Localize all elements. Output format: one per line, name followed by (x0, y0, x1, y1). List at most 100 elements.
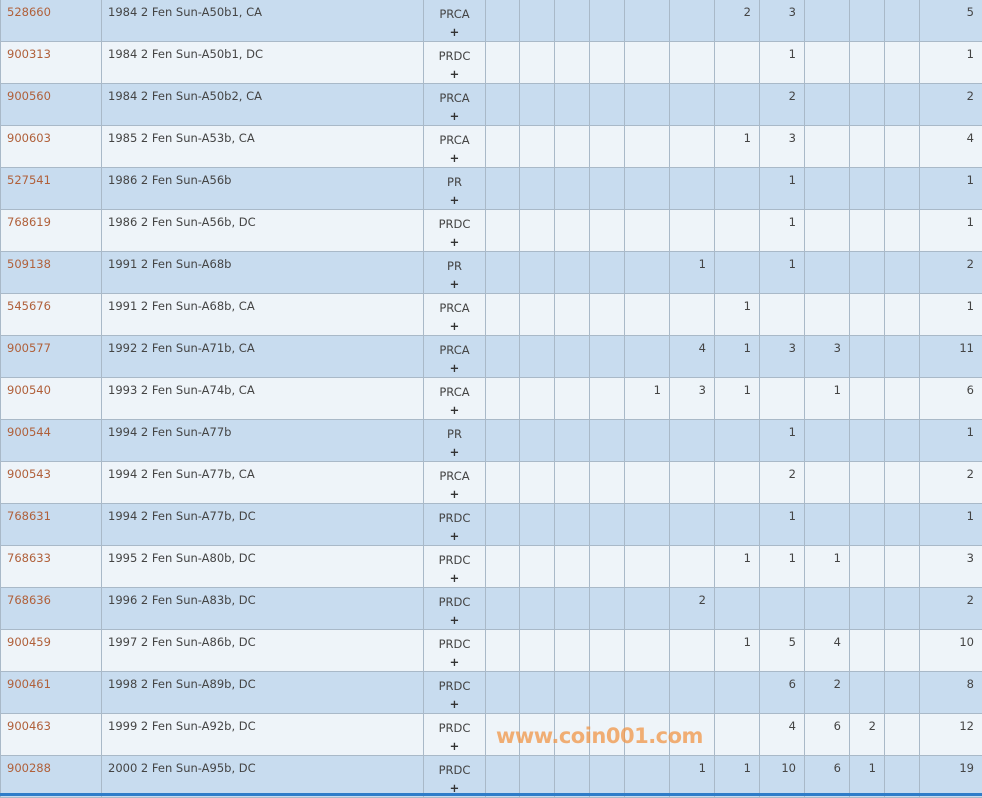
cert-id-link[interactable]: 509138 (7, 257, 51, 271)
grade-count-cell (520, 84, 555, 126)
expand-plus-button[interactable]: + (424, 401, 485, 419)
total-cell: 10 (920, 630, 982, 672)
grade-count-cell (670, 84, 715, 126)
expand-plus-button[interactable]: + (424, 485, 485, 503)
expand-plus-button[interactable]: + (424, 695, 485, 713)
expand-plus-button[interactable]: + (424, 359, 485, 377)
grade-count-cell: 5 (760, 630, 805, 672)
description-cell: 2000 2 Fen Sun-A95b, DC (102, 756, 424, 798)
grade-count-cell: 6 (805, 756, 850, 798)
cert-id-link[interactable]: 900540 (7, 383, 51, 397)
expand-plus-button[interactable]: + (424, 653, 485, 671)
designation-cell: PR+ (424, 420, 486, 462)
total-cell: 2 (920, 252, 982, 294)
grade-count-cell (850, 294, 885, 336)
cert-id-link[interactable]: 900459 (7, 635, 51, 649)
grade-count-cell (850, 252, 885, 294)
cert-id-link[interactable]: 528660 (7, 5, 51, 19)
cert-id-cell: 900459 (1, 630, 102, 672)
grade-count-cell (850, 168, 885, 210)
grade-count-cell (885, 756, 920, 798)
grade-count-cell (625, 336, 670, 378)
expand-plus-button[interactable]: + (424, 275, 485, 293)
grade-count-cell (590, 336, 625, 378)
cert-id-link[interactable]: 545676 (7, 299, 51, 313)
cert-id-link[interactable]: 900560 (7, 89, 51, 103)
grade-count-cell (850, 126, 885, 168)
cert-id-link[interactable]: 900603 (7, 131, 51, 145)
cert-id-link[interactable]: 768636 (7, 593, 51, 607)
expand-plus-button[interactable]: + (424, 569, 485, 587)
expand-plus-button[interactable]: + (424, 233, 485, 251)
grade-count-cell (715, 504, 760, 546)
expand-plus-button[interactable]: + (424, 611, 485, 629)
grade-count-cell (885, 336, 920, 378)
cert-id-link[interactable]: 768631 (7, 509, 51, 523)
cert-id-link[interactable]: 900288 (7, 761, 51, 775)
cert-id-link[interactable]: 900544 (7, 425, 51, 439)
expand-plus-button[interactable]: + (424, 65, 485, 83)
grade-count-cell (850, 420, 885, 462)
expand-plus-button[interactable]: + (424, 23, 485, 41)
cert-id-link[interactable]: 900461 (7, 677, 51, 691)
designation-cell: PRCA+ (424, 336, 486, 378)
grade-count-cell: 1 (760, 252, 805, 294)
total-cell: 1 (920, 504, 982, 546)
grade-count-cell: 2 (850, 714, 885, 756)
grade-count-cell (486, 546, 520, 588)
grade-count-cell (625, 0, 670, 42)
cert-id-link[interactable]: 768619 (7, 215, 51, 229)
grade-count-cell (850, 672, 885, 714)
designation: PRCA (424, 467, 485, 485)
grade-count-cell (805, 588, 850, 630)
expand-plus-button[interactable]: + (424, 191, 485, 209)
expand-plus-button[interactable]: + (424, 149, 485, 167)
total-cell: 1 (920, 42, 982, 84)
grade-count-cell (805, 0, 850, 42)
grade-count-cell (625, 420, 670, 462)
expand-plus-button[interactable]: + (424, 443, 485, 461)
grade-count-cell (520, 630, 555, 672)
grade-count-cell: 1 (760, 546, 805, 588)
cert-id-cell: 768636 (1, 588, 102, 630)
grade-count-cell (590, 294, 625, 336)
grade-count-cell: 4 (805, 630, 850, 672)
cert-id-link[interactable]: 527541 (7, 173, 51, 187)
grade-count-cell (590, 168, 625, 210)
expand-plus-button[interactable]: + (424, 527, 485, 545)
grade-count-cell (670, 630, 715, 672)
description-cell: 1994 2 Fen Sun-A77b, DC (102, 504, 424, 546)
grade-count-cell (715, 714, 760, 756)
grade-count-cell (715, 84, 760, 126)
expand-plus-button[interactable]: + (424, 317, 485, 335)
grade-count-cell (555, 756, 590, 798)
grade-count-cell (590, 252, 625, 294)
designation-cell: PRDC+ (424, 210, 486, 252)
cert-id-link[interactable]: 900543 (7, 467, 51, 481)
cert-id-link[interactable]: 900577 (7, 341, 51, 355)
cert-id-cell: 509138 (1, 252, 102, 294)
grade-count-cell: 1 (715, 294, 760, 336)
description-cell: 1984 2 Fen Sun-A50b1, DC (102, 42, 424, 84)
expand-plus-button[interactable]: + (424, 737, 485, 755)
cert-id-link[interactable]: 900313 (7, 47, 51, 61)
grade-count-cell (520, 294, 555, 336)
grade-count-cell (715, 420, 760, 462)
expand-plus-button[interactable]: + (424, 107, 485, 125)
grade-count-cell (625, 756, 670, 798)
cert-id-cell: 900543 (1, 462, 102, 504)
cert-id-cell: 545676 (1, 294, 102, 336)
grade-count-cell: 1 (715, 630, 760, 672)
grade-count-cell (670, 42, 715, 84)
cert-id-link[interactable]: 900463 (7, 719, 51, 733)
grade-count-cell (555, 462, 590, 504)
cert-id-cell: 528660 (1, 0, 102, 42)
grade-count-cell (625, 294, 670, 336)
total-cell: 1 (920, 210, 982, 252)
grade-count-cell (590, 504, 625, 546)
cert-id-link[interactable]: 768633 (7, 551, 51, 565)
